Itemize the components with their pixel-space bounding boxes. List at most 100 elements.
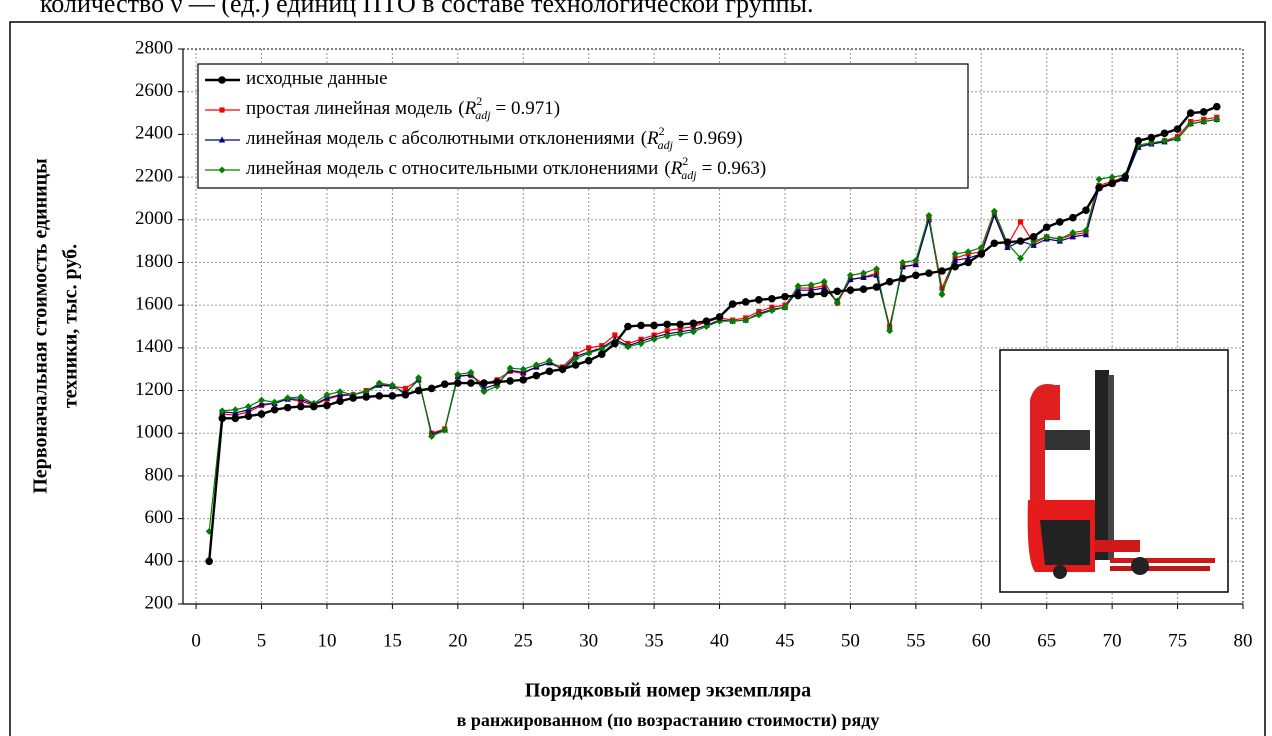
data-point [807, 291, 815, 299]
x-tick-label: 60 [972, 630, 991, 651]
x-tick-label: 35 [645, 630, 664, 651]
y-tick-label: 1800 [135, 251, 173, 272]
chart: количество ν — (ед.) единиц ПТО в состав… [0, 0, 1272, 736]
data-point [402, 391, 410, 399]
data-point [389, 392, 397, 400]
data-point [284, 404, 292, 412]
data-point [375, 392, 383, 400]
y-tick-label: 1400 [135, 336, 173, 357]
data-point [991, 239, 999, 247]
data-point [938, 267, 946, 275]
data-point [716, 313, 724, 321]
data-point [585, 357, 593, 365]
data-point [1017, 237, 1025, 245]
data-point [912, 271, 920, 279]
data-point [218, 414, 226, 422]
x-tick-label: 40 [710, 630, 729, 651]
data-point [1148, 134, 1156, 142]
data-point [546, 368, 554, 376]
data-point [611, 340, 619, 348]
data-point [1043, 223, 1051, 231]
x-tick-label: 15 [383, 630, 402, 651]
y-tick-label: 2600 [135, 80, 173, 101]
legend-text-part: 2 [659, 124, 665, 138]
data-point [781, 293, 789, 301]
data-point [1082, 206, 1090, 214]
x-tick-label: 10 [317, 630, 336, 651]
data-point [415, 387, 423, 395]
data-point [703, 317, 711, 325]
data-point [1213, 103, 1221, 111]
data-point [729, 300, 737, 308]
legend-text-part: простая линейная модель [246, 98, 453, 119]
x-tick-label: 25 [514, 630, 533, 651]
data-point [1161, 130, 1169, 138]
data-point [860, 285, 868, 293]
data-point [847, 286, 855, 294]
data-point [271, 406, 279, 414]
data-point [297, 403, 305, 411]
x-tick-label: 65 [1037, 630, 1056, 651]
data-point [519, 376, 527, 384]
legend-label: исходные данные [246, 68, 388, 89]
x-tick-label: 45 [775, 630, 794, 651]
legend-text-part: adj [658, 138, 674, 152]
legend-label: линейная модель с относительными отклоне… [246, 154, 766, 182]
legend-marker [219, 107, 224, 112]
data-point [362, 393, 370, 401]
x-tick-label: 70 [1103, 630, 1122, 651]
legend-text-part: исходные данные [246, 68, 388, 89]
x-tick-label: 5 [257, 630, 267, 651]
x-tick-label: 30 [579, 630, 598, 651]
y-tick-label: 400 [145, 550, 174, 571]
data-point [1108, 180, 1116, 188]
legend-text-part: ) [554, 98, 560, 119]
page: {"header_text": "количество ν — (ед.) ед… [0, 0, 1272, 736]
legend-text-part: 2 [476, 94, 482, 108]
data-point [1056, 218, 1064, 226]
data-point [245, 412, 253, 420]
data-point [258, 410, 266, 418]
data-point [794, 292, 802, 300]
data-point [1174, 125, 1182, 133]
y-tick-label: 1000 [135, 422, 173, 443]
inset-photo [1000, 350, 1228, 592]
data-point [441, 380, 449, 388]
legend-text-part: adj [475, 108, 491, 122]
legend-text-part: линейная модель с абсолютными отклонения… [246, 128, 635, 149]
y-tick-label: 600 [145, 507, 174, 528]
data-point [310, 403, 318, 411]
y-tick-label: 2200 [135, 165, 173, 186]
x-tick-label: 80 [1234, 630, 1253, 651]
y-tick-label: 800 [145, 464, 174, 485]
legend-text-part: 2 [682, 154, 688, 168]
data-point [637, 322, 645, 330]
data-point [1030, 233, 1038, 241]
legend-text-part: adj [681, 168, 697, 182]
data-point [1187, 109, 1195, 117]
data-point [493, 378, 501, 386]
data-point [454, 379, 462, 387]
data-point [598, 350, 606, 358]
y-tick-label: 200 [145, 592, 174, 613]
data-point [820, 290, 828, 298]
data-point [572, 361, 580, 369]
data-point [925, 269, 933, 277]
data-point [1135, 137, 1143, 145]
y-tick-label: 1600 [135, 294, 173, 315]
x-tick-label: 55 [906, 630, 925, 651]
data-point [232, 414, 240, 422]
legend-text-part: ) [760, 158, 766, 179]
y-tick-label: 2400 [135, 123, 173, 144]
data-point [1069, 214, 1077, 222]
data-point [1200, 108, 1208, 116]
header-text: количество ν — (ед.) единиц ПТО в состав… [40, 0, 814, 18]
data-point [506, 377, 514, 385]
y-tick-label: 1200 [135, 379, 173, 400]
legend-text-part: = 0.971 [496, 98, 554, 119]
legend-text-part: = 0.963 [702, 158, 760, 179]
y-tick-label: 2000 [135, 208, 173, 229]
legend-text-part: ) [736, 128, 742, 149]
x-tick-label: 0 [191, 630, 201, 651]
